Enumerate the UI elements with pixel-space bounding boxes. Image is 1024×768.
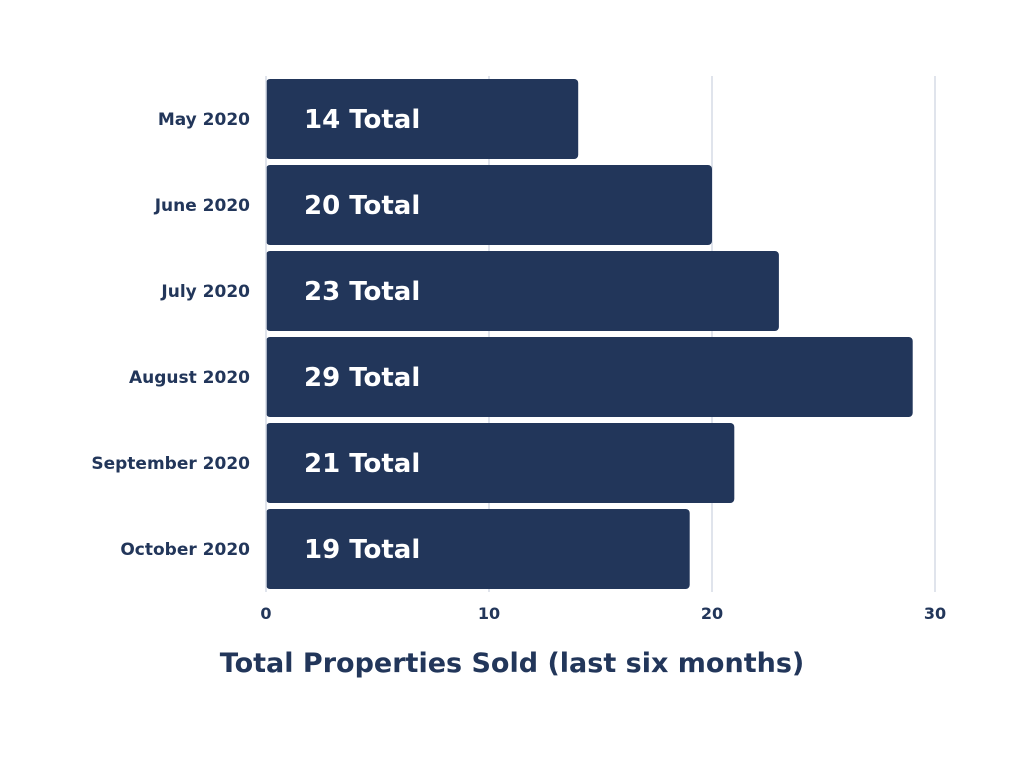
category-label-3: August 2020 xyxy=(129,368,250,388)
chart-title: Total Properties Sold (last six months) xyxy=(219,648,805,679)
category-label-0: May 2020 xyxy=(158,110,250,130)
x-tick-label-0: 0 xyxy=(260,604,271,623)
x-tick-label-2: 20 xyxy=(701,604,723,623)
data-label-3: 29 Total xyxy=(304,363,420,393)
x-tick-label-1: 10 xyxy=(478,604,500,623)
bar-2 xyxy=(266,251,779,331)
data-label-4: 21 Total xyxy=(304,449,420,479)
category-label-4: September 2020 xyxy=(91,454,250,474)
bar-0 xyxy=(266,79,579,159)
bar-1 xyxy=(266,165,712,245)
bar-3 xyxy=(266,337,913,417)
data-label-0: 14 Total xyxy=(304,105,420,135)
chart-plot: 14 Total May 2020 20 Total June 2020 23 Tota… xyxy=(91,76,946,623)
category-label-1: June 2020 xyxy=(154,196,250,216)
bar-4 xyxy=(266,423,735,503)
data-label-1: 20 Total xyxy=(304,191,420,221)
category-label-5: October 2020 xyxy=(120,540,250,560)
data-label-5: 19 Total xyxy=(304,535,420,565)
bar-5 xyxy=(266,509,690,589)
x-tick-label-3: 30 xyxy=(924,604,946,623)
data-label-2: 23 Total xyxy=(304,277,420,307)
category-label-2: July 2020 xyxy=(160,282,250,302)
